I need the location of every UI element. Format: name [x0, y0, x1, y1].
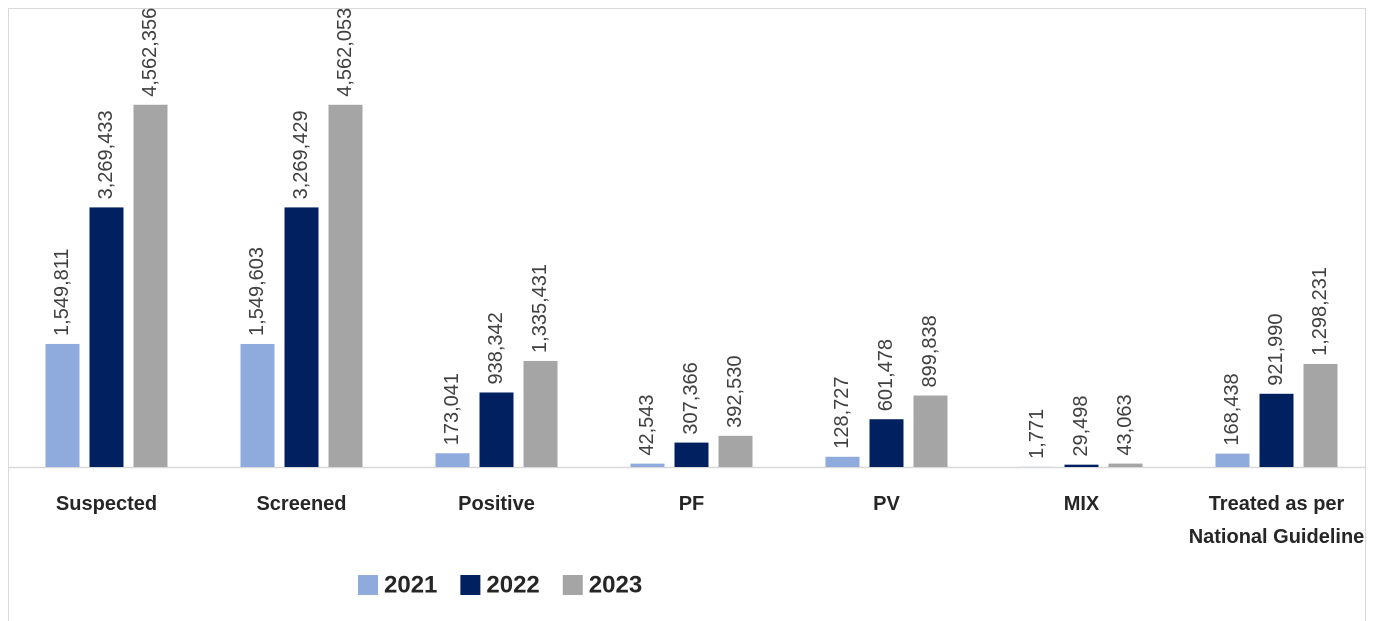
x-tick-label: MIX [1063, 493, 1100, 515]
legend-label: 2021 [384, 571, 437, 598]
bar [1215, 453, 1250, 467]
value-label: 1,335,431 [529, 264, 551, 353]
value-label: 3,269,433 [95, 110, 117, 199]
chart-frame [8, 8, 1366, 621]
legend-label: 2023 [589, 571, 642, 598]
bar [1259, 393, 1294, 467]
x-tick-label: Positive [458, 493, 535, 515]
bar [718, 435, 753, 467]
value-label: 307,366 [680, 362, 702, 434]
bar [913, 395, 948, 467]
value-label: 899,838 [919, 315, 941, 387]
x-tick-label: Treated as per National Guideline [1188, 493, 1365, 548]
value-label: 173,041 [441, 373, 463, 445]
bar [674, 442, 709, 467]
x-tick-label: PV [873, 493, 900, 515]
bar [240, 343, 275, 467]
legend-swatch [460, 575, 481, 595]
value-label: 1,549,603 [246, 247, 268, 336]
value-label: 3,269,429 [290, 110, 312, 199]
x-tick-label: Screened [256, 493, 347, 515]
legend-label: 2022 [486, 571, 539, 598]
value-label: 921,990 [1265, 313, 1287, 385]
bar [1303, 363, 1338, 467]
bar [435, 453, 470, 467]
value-label: 1,298,231 [1309, 267, 1331, 356]
x-tick-label: PF [678, 493, 705, 515]
bar [869, 419, 904, 467]
bar [89, 207, 124, 467]
value-label: 42,543 [636, 394, 658, 455]
value-label: 601,478 [875, 339, 897, 411]
bar [523, 360, 558, 467]
value-label: 29,498 [1070, 395, 1092, 456]
x-tick-label: Suspected [55, 493, 158, 515]
value-label: 128,727 [831, 376, 853, 448]
bar [1108, 463, 1143, 467]
value-label: 938,342 [485, 312, 507, 384]
value-label: 1,549,811 [51, 248, 73, 336]
bar [1064, 464, 1099, 467]
bar [133, 104, 168, 467]
bar [284, 207, 319, 467]
value-label: 392,530 [724, 356, 746, 428]
legend-swatch [562, 575, 583, 595]
bar [630, 463, 665, 467]
bar [479, 392, 514, 467]
bar [825, 456, 860, 467]
value-label: 4,562,053 [334, 8, 356, 97]
value-label: 43,063 [1114, 394, 1136, 455]
value-label: 168,438 [1221, 373, 1243, 445]
legend-swatch [358, 575, 378, 595]
bar [328, 104, 363, 467]
bar [45, 343, 80, 467]
value-label: 1,771 [1026, 409, 1048, 459]
value-label: 4,562,356 [139, 8, 161, 97]
